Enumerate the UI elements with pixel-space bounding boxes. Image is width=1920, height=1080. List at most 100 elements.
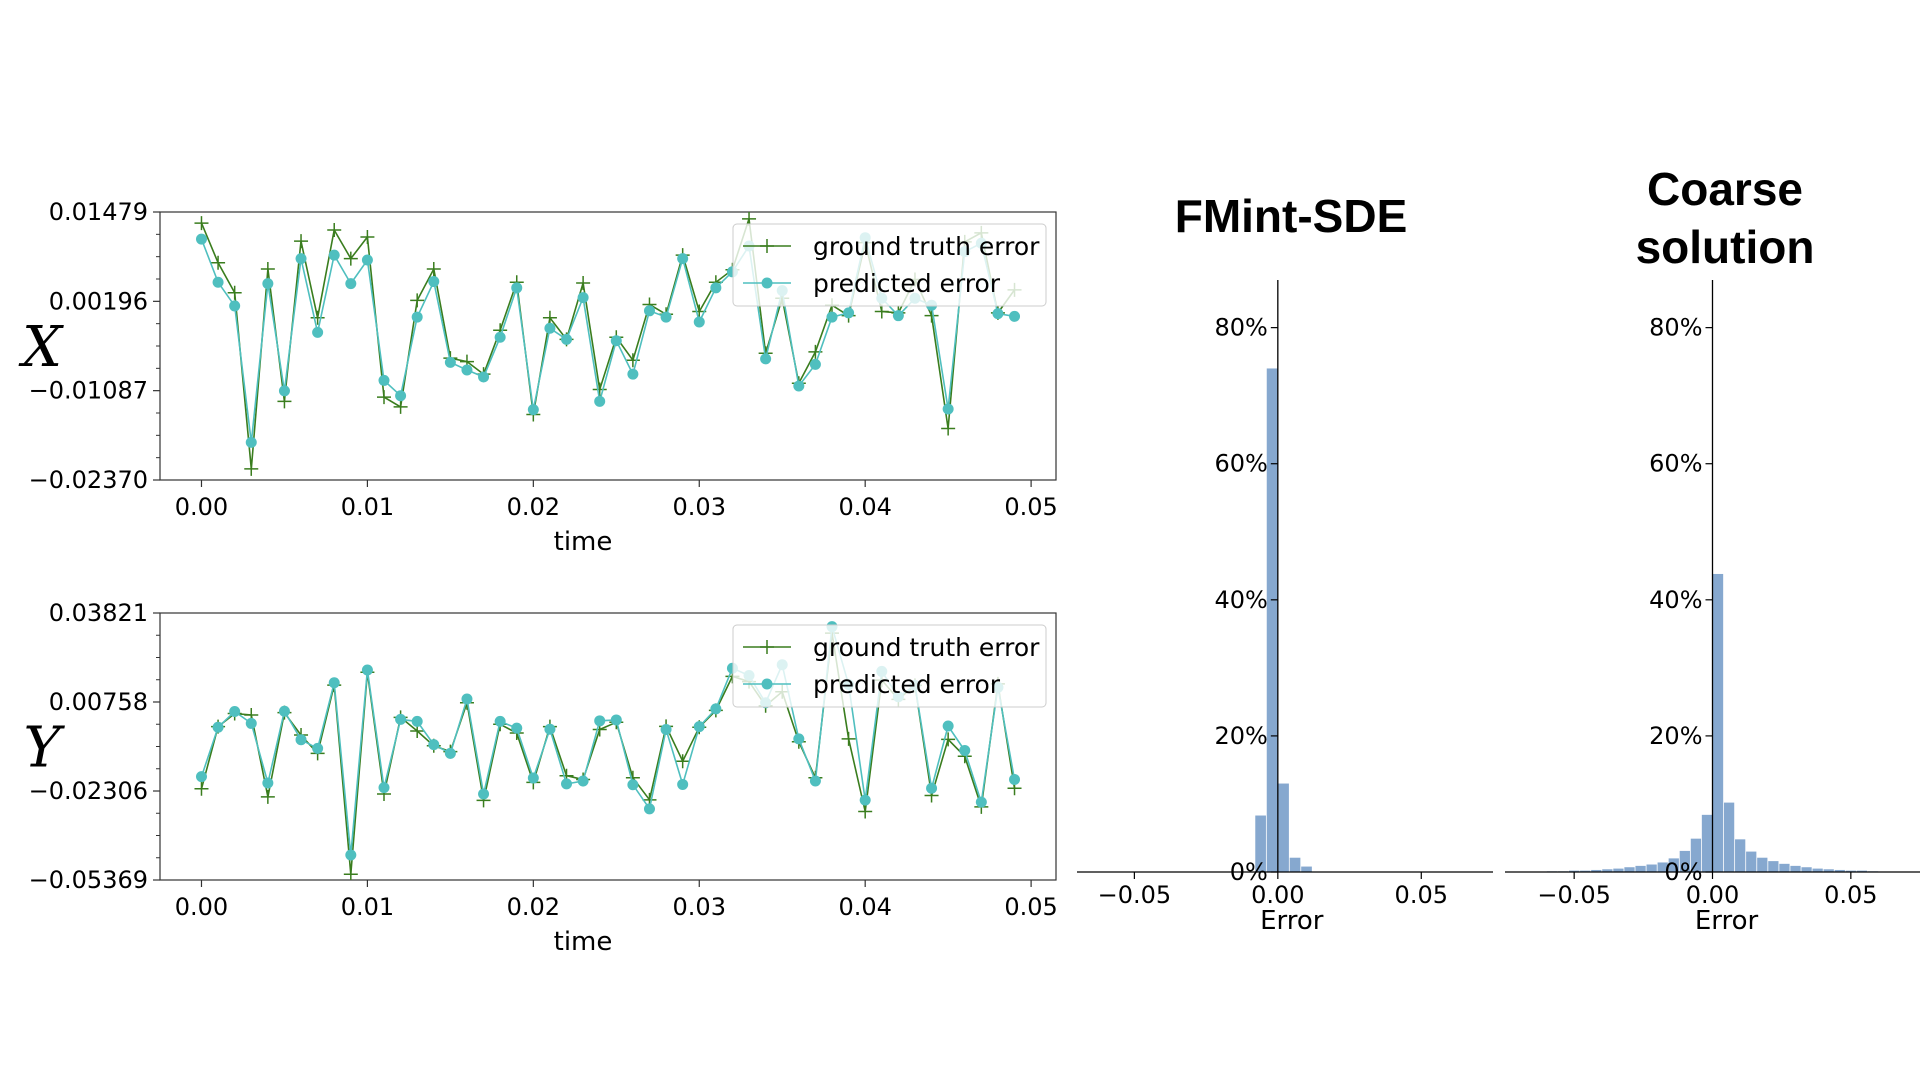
data-point [395,390,407,402]
histogram-bar [1690,838,1702,872]
x-tick-label: 0.00 [175,493,228,521]
data-point [1009,774,1021,786]
data-point [212,721,224,733]
x-tick-label: 0.04 [838,493,891,521]
data-point [395,713,407,725]
histogram-bar [1301,866,1312,872]
histogram-title: Coarse solution [1636,163,1815,273]
data-point [428,739,440,751]
hist-panel-fmint: FMint-SDE 0% 20% 40% 60% 80% −0.05 0.00 0.05 Erro… [1077,190,1493,936]
y-tick-label: 0.01479 [49,198,148,226]
data-point [577,775,589,787]
y-tick-label: 0.00196 [49,287,148,315]
y-tick-label: 60% [1649,450,1702,478]
data-point [926,782,938,794]
y-tick-label: 0% [1664,858,1702,886]
y-tick-label: 40% [1214,586,1267,614]
data-point [378,374,390,386]
data-point [874,304,889,319]
x-tick-label: 0.05 [1824,881,1877,909]
data-point [544,322,556,334]
legend-swatch-marker [761,678,773,690]
data-point [594,395,606,407]
legend-box [732,223,1047,307]
data-point [924,308,939,323]
data-point [360,229,375,244]
data-point [693,316,705,328]
data-point [826,311,838,323]
data-point [610,335,622,347]
data-point [627,779,639,791]
data-point [277,394,292,409]
data-point [677,253,689,265]
data-point [660,724,672,736]
y-tick-label: 60% [1214,450,1267,478]
y-axis-label: Y [24,716,66,781]
data-point [244,461,259,476]
data-point [361,664,373,676]
data-point [892,310,904,322]
legend-box [732,624,1047,708]
data-point [643,305,655,317]
data-point [478,371,490,383]
x-axis-label: time [554,527,613,557]
data-point [343,251,358,266]
data-point [245,717,257,729]
histogram-bar [1668,858,1679,872]
histogram-bar [1834,869,1845,872]
x-tick-label: 0.03 [673,893,726,921]
histogram-title: FMint-SDE [1175,190,1408,242]
x-tick-label: 0.05 [1004,493,1057,521]
data-point [194,216,209,231]
histogram-bar [1255,815,1266,872]
x-axis-label: time [554,927,613,957]
data-point [941,732,956,747]
y-tick-label: 40% [1649,586,1702,614]
series-predicted [195,621,1021,861]
data-point [343,867,358,880]
data-point [809,775,821,787]
x-axis-label: Error [1260,906,1324,936]
data-point [195,233,207,245]
data-point [312,326,324,338]
data-point [760,353,772,365]
y-tick-label: −0.02306 [29,777,148,805]
data-point [710,282,722,294]
x-tick-label: 0.05 [1395,881,1448,909]
y-tick-label: 0% [1230,858,1268,886]
data-point [229,706,241,718]
legend-label: ground truth error [813,633,1040,662]
legend-swatch-marker [760,239,774,253]
histogram-bar [1289,857,1301,872]
data-point [544,723,556,735]
data-point [942,720,954,732]
x-tick-label: 0.03 [673,493,726,521]
y-tick-label: 80% [1214,314,1267,342]
data-point [195,771,207,783]
legend-swatch-marker [761,277,773,289]
data-point [278,385,290,397]
legend-label: ground truth error [813,232,1040,261]
x-tick-label: 0.04 [838,893,891,921]
y-tick-label: 0.00758 [49,688,148,716]
data-point [260,789,275,804]
data-point [527,772,539,784]
data-point [295,734,307,746]
data-point [592,382,607,397]
x-tick-label: −0.05 [1537,881,1611,909]
title-line-1: Coarse [1647,163,1803,215]
histogram-bar [1823,869,1834,872]
histogram-bar [1613,868,1624,872]
data-point [793,380,805,392]
x-tick-label: 0.05 [1004,893,1057,921]
y-tick-label: 0.03821 [49,599,148,627]
data-point [444,747,456,759]
x-tick-label: 0.00 [175,893,228,921]
data-point [478,788,490,800]
data-point [511,282,523,294]
data-point [310,310,325,325]
data-point [428,276,440,288]
x-tick-label: 0.00 [1686,881,1739,909]
data-point [229,300,241,312]
data-point [312,742,324,754]
